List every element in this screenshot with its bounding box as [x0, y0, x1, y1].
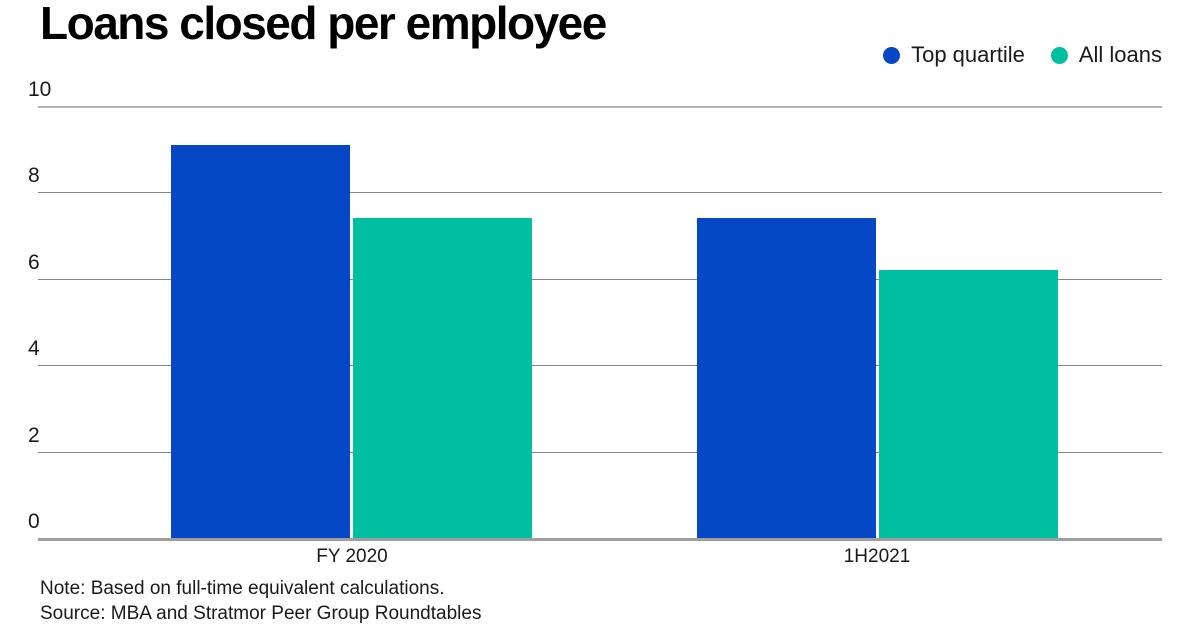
bar-all-loans-1h2021	[879, 270, 1058, 540]
legend-label-all-loans: All loans	[1078, 42, 1162, 67]
gridline-y-10	[38, 106, 1162, 108]
x-tick-label-1h2021: 1H2021	[843, 546, 911, 567]
gridline-y-6	[38, 278, 1162, 280]
legend-label-top-quartile: Top quartile	[911, 42, 1025, 67]
y-tick-label-4: 4	[28, 337, 40, 361]
legend-item-top-quartile: Top quartile	[883, 42, 1025, 68]
x-tick-label-fy-2020: FY 2020	[316, 546, 388, 567]
gridline-y-8	[38, 192, 1162, 194]
y-tick-label-6: 6	[28, 250, 40, 274]
legend: Top quartile All loans	[883, 42, 1162, 68]
y-tick-label-2: 2	[28, 423, 40, 447]
note-line: Note: Based on full-time equivalent calc…	[40, 578, 445, 599]
y-tick-label-0: 0	[28, 510, 40, 533]
footnotes: Note: Based on full-time equivalent calc…	[40, 576, 481, 626]
gridline-y-2	[38, 451, 1162, 453]
bar-top-quartile-1h2021	[697, 218, 876, 540]
gridline-y-4	[38, 365, 1162, 367]
y-tick-label-8: 8	[28, 164, 40, 188]
source-line: Source: MBA and Stratmor Peer Group Roun…	[40, 603, 482, 624]
legend-swatch-top-quartile-icon	[883, 46, 901, 64]
bar-top-quartile-fy-2020	[171, 144, 350, 540]
legend-swatch-all-loans-icon	[1050, 46, 1068, 64]
bar-all-loans-fy-2020	[353, 218, 532, 540]
chart-title: Loans closed per employee	[40, 0, 607, 49]
y-tick-label-10: 10	[28, 78, 52, 101]
legend-item-all-loans: All loans	[1050, 42, 1162, 68]
x-axis-line	[38, 538, 1162, 541]
